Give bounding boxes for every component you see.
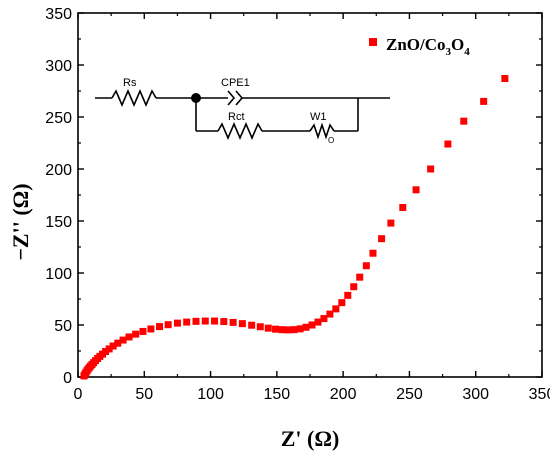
data-point — [378, 235, 386, 243]
data-point — [105, 345, 113, 353]
data-point — [114, 339, 122, 347]
rs-resistor — [111, 88, 157, 108]
data-point — [192, 317, 200, 325]
y-tick-label: 0 — [63, 370, 72, 387]
data-point — [362, 262, 370, 270]
data-point — [296, 325, 304, 333]
data-point — [238, 320, 246, 328]
data-point — [326, 310, 334, 318]
y-tick-label: 50 — [54, 318, 72, 335]
data-point — [350, 283, 358, 291]
data-point — [412, 186, 420, 194]
data-point — [308, 321, 316, 329]
data-point — [278, 326, 286, 334]
w-subscript: O — [328, 136, 334, 145]
data-point — [201, 317, 209, 325]
x-axis-title: Z' (Ω) — [281, 426, 340, 451]
data-point — [290, 326, 298, 334]
data-point — [147, 325, 155, 333]
data-point — [314, 318, 322, 326]
data-point — [356, 273, 364, 281]
x-tick-label: 50 — [135, 386, 153, 403]
data-point — [302, 323, 310, 331]
y-tick-label: 150 — [45, 214, 72, 231]
x-tick-label: 0 — [74, 386, 83, 403]
data-point — [338, 299, 346, 307]
y-tick-label: 200 — [45, 162, 72, 179]
data-point — [387, 219, 395, 227]
x-tick-label: 200 — [330, 386, 357, 403]
data-point — [480, 97, 488, 105]
axes-layer: 0 50 100 150 200 250 300 350 0 50 100 150 200 250 300 3… — [45, 6, 550, 403]
data-point — [369, 249, 377, 257]
x-tick-label: 250 — [396, 386, 423, 403]
w-label: W1 — [310, 111, 327, 123]
y-tick-label: 300 — [45, 58, 72, 75]
data-point — [139, 327, 147, 335]
y-tick-label: 350 — [45, 6, 72, 23]
legend-label-sub1: 3 — [446, 46, 452, 58]
rct-resistor — [217, 121, 263, 141]
data-point — [183, 318, 191, 326]
data-point — [173, 319, 181, 327]
data-point — [344, 291, 352, 299]
data-point — [501, 75, 509, 83]
data-point — [460, 117, 468, 125]
rct-label: Rct — [228, 111, 245, 123]
warburg-element — [309, 122, 335, 140]
cpe-label: CPE1 — [221, 77, 250, 89]
x-tick-label: 300 — [462, 386, 489, 403]
data-point — [272, 325, 280, 333]
data-point — [248, 321, 256, 329]
data-point — [332, 305, 340, 313]
y-axis-title: −Z'' (Ω) — [8, 183, 33, 260]
legend-label-sub2: 4 — [464, 46, 470, 58]
data-point — [220, 318, 228, 326]
y-tick-label: 250 — [45, 110, 72, 127]
data-point — [132, 330, 140, 338]
x-tick-label: 100 — [197, 386, 224, 403]
legend: ZnO/Co3O4 — [369, 35, 470, 58]
legend-label-mid: O — [451, 35, 464, 54]
cpe-element-right — [235, 90, 244, 106]
data-point — [444, 140, 452, 148]
data-point — [119, 336, 127, 344]
x-tick-label: 150 — [264, 386, 291, 403]
data-point — [284, 326, 292, 334]
y-tick-label: 100 — [45, 266, 72, 283]
data-point — [427, 165, 435, 173]
legend-label-base: ZnO/Co — [386, 35, 446, 54]
data-point — [256, 323, 264, 331]
data-point — [264, 324, 272, 332]
data-point — [102, 348, 110, 356]
cpe-element-left — [227, 90, 236, 106]
data-point — [320, 315, 328, 323]
legend-label: ZnO/Co3O4 — [386, 35, 470, 58]
rs-label: Rs — [123, 77, 137, 89]
data-point — [229, 318, 237, 326]
data-point — [164, 321, 172, 329]
data-point — [399, 203, 407, 211]
data-point — [211, 317, 219, 325]
data-point — [156, 323, 164, 331]
x-tick-label: 350 — [529, 386, 550, 403]
legend-marker — [369, 38, 377, 46]
data-point — [125, 333, 133, 341]
data-point — [109, 342, 117, 350]
data-points — [80, 75, 509, 380]
equivalent-circuit-inset: Rs CPE1 Rct W1 O — [95, 77, 390, 145]
